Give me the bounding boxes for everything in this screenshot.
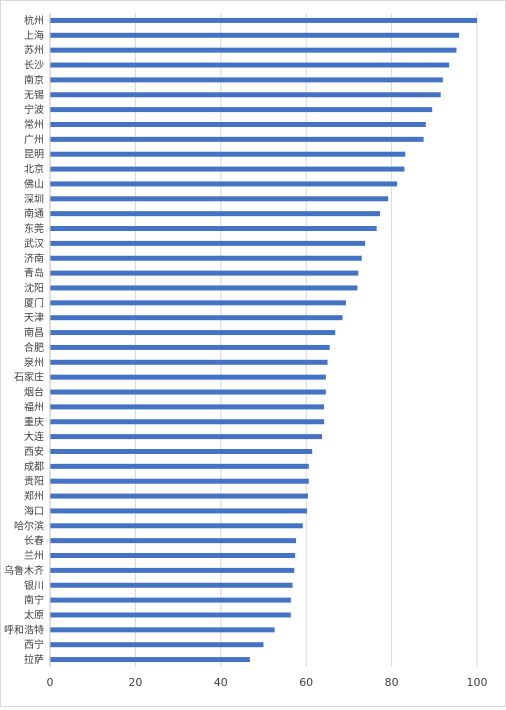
category-label: 长春: [24, 535, 44, 547]
x-tick-label: 40: [214, 676, 228, 689]
category-label: 合肥: [24, 341, 44, 354]
bar: [50, 151, 406, 157]
category-label: 乌鲁木齐: [4, 564, 44, 577]
bar: [50, 359, 328, 365]
category-label: 西宁: [24, 638, 44, 651]
category-label: 哈尔滨: [14, 519, 44, 532]
bar: [50, 448, 313, 454]
category-labels: 杭州上海苏州长沙南京无锡宁波常州广州昆明北京佛山深圳南通东莞武汉济南青岛沈阳厦门…: [4, 14, 44, 666]
category-label: 成都: [24, 461, 44, 473]
bar: [50, 538, 296, 544]
bar: [50, 121, 426, 127]
bar: [50, 181, 398, 187]
category-label: 青岛: [24, 267, 44, 280]
category-label: 武汉: [24, 237, 44, 250]
category-label: 苏州: [24, 44, 44, 57]
category-label: 海口: [24, 504, 44, 517]
category-label: 宁波: [24, 103, 44, 116]
category-label: 长沙: [24, 60, 44, 72]
bar: [50, 300, 346, 306]
x-tick-label: 80: [385, 676, 399, 689]
category-label: 北京: [24, 163, 44, 176]
category-label: 兰州: [24, 549, 44, 562]
category-label: 南京: [24, 73, 44, 86]
bars: [50, 17, 477, 663]
bar: [50, 330, 336, 336]
category-label: 沈阳: [24, 281, 44, 294]
bar: [50, 493, 308, 499]
bar: [50, 389, 326, 395]
category-label: 厦门: [24, 296, 44, 309]
bar: [50, 77, 443, 83]
category-label: 东莞: [24, 222, 44, 235]
bar: [50, 434, 322, 440]
bar: [50, 92, 441, 98]
bar: [50, 642, 264, 648]
category-label: 重庆: [24, 415, 44, 428]
bar: [50, 285, 358, 291]
bar: [50, 567, 295, 573]
bar: [50, 136, 424, 142]
category-label: 天津: [24, 312, 44, 324]
x-tick-label: 0: [47, 676, 54, 689]
category-label: 昆明: [24, 149, 44, 161]
bar: [50, 508, 308, 514]
bar: [50, 47, 457, 53]
bar: [50, 270, 359, 276]
bar: [50, 553, 296, 559]
category-label: 佛山: [24, 177, 44, 190]
category-label: 郑州: [24, 490, 44, 503]
category-label: 银川: [24, 579, 44, 592]
bar: [50, 627, 275, 633]
category-label: 济南: [24, 252, 44, 265]
bar: [50, 240, 366, 246]
category-label: 上海: [24, 29, 44, 42]
category-label: 深圳: [24, 193, 44, 205]
bar: [50, 657, 250, 663]
category-label: 石家庄: [14, 371, 44, 384]
bar: [50, 478, 309, 484]
x-tick-label: 60: [299, 676, 313, 689]
category-label: 烟台: [24, 386, 44, 399]
category-label: 无锡: [24, 88, 44, 101]
category-label: 福州: [24, 400, 44, 413]
category-label: 太原: [24, 608, 44, 621]
category-label: 呼和浩特: [4, 624, 44, 636]
category-label: 大连: [24, 430, 44, 443]
bar: [50, 374, 326, 380]
bar: [50, 315, 343, 321]
bar: [50, 107, 433, 113]
bar: [50, 62, 450, 68]
category-label: 杭州: [24, 14, 44, 27]
bar: [50, 597, 291, 603]
bar: [50, 196, 389, 202]
bar: [50, 344, 330, 350]
category-label: 拉萨: [24, 653, 44, 666]
bar: [50, 523, 303, 529]
bar: [50, 211, 381, 217]
category-label: 常州: [24, 118, 44, 131]
bar: [50, 17, 477, 23]
tick-labels: 0 20 40 60 80 100: [47, 676, 488, 689]
bar: [50, 463, 309, 469]
bar: [50, 612, 291, 618]
category-label: 贵阳: [24, 475, 44, 488]
bar: [50, 32, 460, 38]
category-label: 广州: [24, 134, 44, 146]
bar: [50, 226, 377, 232]
category-label: 西安: [24, 445, 44, 458]
bar: [50, 404, 325, 410]
x-tick-label: 20: [128, 676, 142, 689]
category-label: 南通: [24, 207, 44, 220]
x-tick-label: 100: [467, 676, 488, 689]
category-label: 南宁: [24, 594, 44, 607]
bar: [50, 582, 293, 588]
bar: [50, 166, 405, 172]
bar: [50, 255, 362, 261]
bar: [50, 419, 325, 425]
category-label: 泉州: [24, 356, 44, 369]
category-label: 南昌: [24, 326, 44, 339]
